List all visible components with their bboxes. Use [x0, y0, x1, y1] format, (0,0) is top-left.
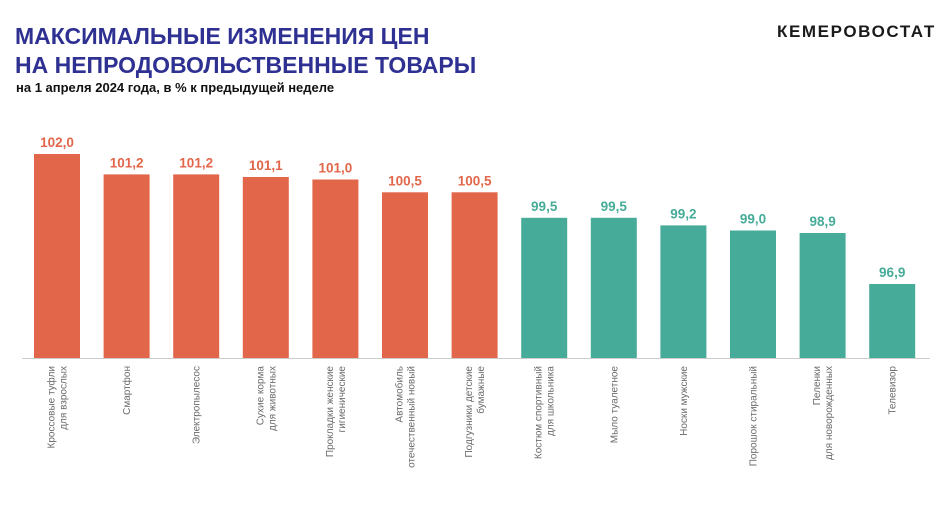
category-label: Электропылесос: [192, 366, 203, 444]
bar: [869, 284, 916, 358]
category-label-line: Порошок стиральный: [749, 366, 760, 466]
category-label: Носки мужские: [679, 366, 690, 436]
category-label: Смартфон: [121, 366, 133, 415]
bar: [242, 177, 289, 358]
bar-value-label: 99,5: [601, 199, 628, 214]
bar: [799, 233, 846, 358]
chart-title: МАКСИМАЛЬНЫЕ ИЗМЕНЕНИЯ ЦЕН НА НЕПРОДОВОЛ…: [15, 22, 476, 80]
category-label: Костюм спортивный для школьника: [534, 366, 557, 460]
category-label-line: бумажные: [475, 366, 487, 414]
category-label-line: Пеленки: [812, 366, 823, 405]
category-label-line: Телевизор: [888, 366, 899, 415]
category-label-line: для взрослых: [59, 366, 70, 430]
bar-value-label: 98,9: [809, 214, 835, 229]
category-label: Порошок стиральный: [749, 366, 760, 466]
category-label-line: Автомобиль: [394, 366, 406, 423]
bar-value-label: 100,5: [458, 173, 492, 188]
bar: [521, 217, 568, 359]
bar-value-label: 101,1: [249, 158, 283, 173]
chart-title-line-2: НА НЕПРОДОВОЛЬСТВЕННЫЕ ТОВАРЫ: [15, 52, 477, 78]
category-label-line: Подгузники детские: [464, 366, 475, 458]
category-label-line: отечественный новый: [407, 366, 418, 468]
bar-value-label: 101,2: [110, 155, 144, 170]
bar: [34, 154, 80, 358]
category-label: Кроссовые туфли для взрослых: [46, 366, 70, 448]
chart-subtitle: на 1 апреля 2024 года, в % к предыдущей …: [16, 80, 335, 95]
bar-value-label: 102,0: [40, 135, 74, 150]
bar-value-label: 100,5: [388, 173, 422, 188]
category-label: Прокладки женские гигиенические: [325, 366, 348, 458]
category-label: Подгузники детские бумажные: [464, 366, 487, 458]
bar-value-label: 99,0: [740, 212, 766, 227]
bar: [451, 192, 498, 359]
bar-value-label: 101,0: [319, 161, 353, 176]
category-label-line: для животных: [267, 366, 278, 431]
category-label-line: для школьника: [546, 366, 557, 436]
category-label: Автомобиль отечественный новый: [394, 366, 418, 468]
bar: [730, 230, 776, 358]
bar-value-label: 99,5: [531, 199, 558, 214]
category-label-line: Носки мужские: [679, 366, 690, 436]
category-label-line: Сухие корма: [255, 366, 266, 426]
category-label-line: Электропылесос: [192, 366, 203, 444]
bar-value-label: 101,2: [179, 155, 213, 170]
category-label-line: Костюм спортивный: [534, 366, 545, 459]
brand-logo-text: КЕМЕРОВОСТАТ: [777, 22, 936, 41]
category-label-line: Мыло туалетное: [609, 366, 620, 444]
bar: [382, 192, 428, 359]
bar: [103, 174, 150, 358]
bar: [312, 179, 359, 358]
bar: [173, 174, 220, 358]
bar-value-label: 96,9: [879, 265, 905, 280]
category-label-line: Кроссовые туфли: [46, 366, 58, 448]
category-label: Телевизор: [888, 366, 899, 415]
category-label: Мыло туалетное: [609, 366, 620, 444]
category-label-line: Смартфон: [121, 366, 133, 415]
category-label-line: для новорожденных: [824, 366, 835, 460]
chart-title-line-1: МАКСИМАЛЬНЫЕ ИЗМЕНЕНИЯ ЦЕН: [15, 23, 430, 49]
bar: [590, 217, 637, 359]
bar: [660, 225, 707, 358]
bar-value-label: 99,2: [670, 206, 696, 221]
category-label: Пеленки для новорожденных: [812, 366, 835, 460]
category-label: Сухие корма для животных: [255, 366, 278, 431]
category-label-line: гигиенические: [337, 366, 348, 433]
category-label-line: Прокладки женские: [325, 366, 336, 458]
